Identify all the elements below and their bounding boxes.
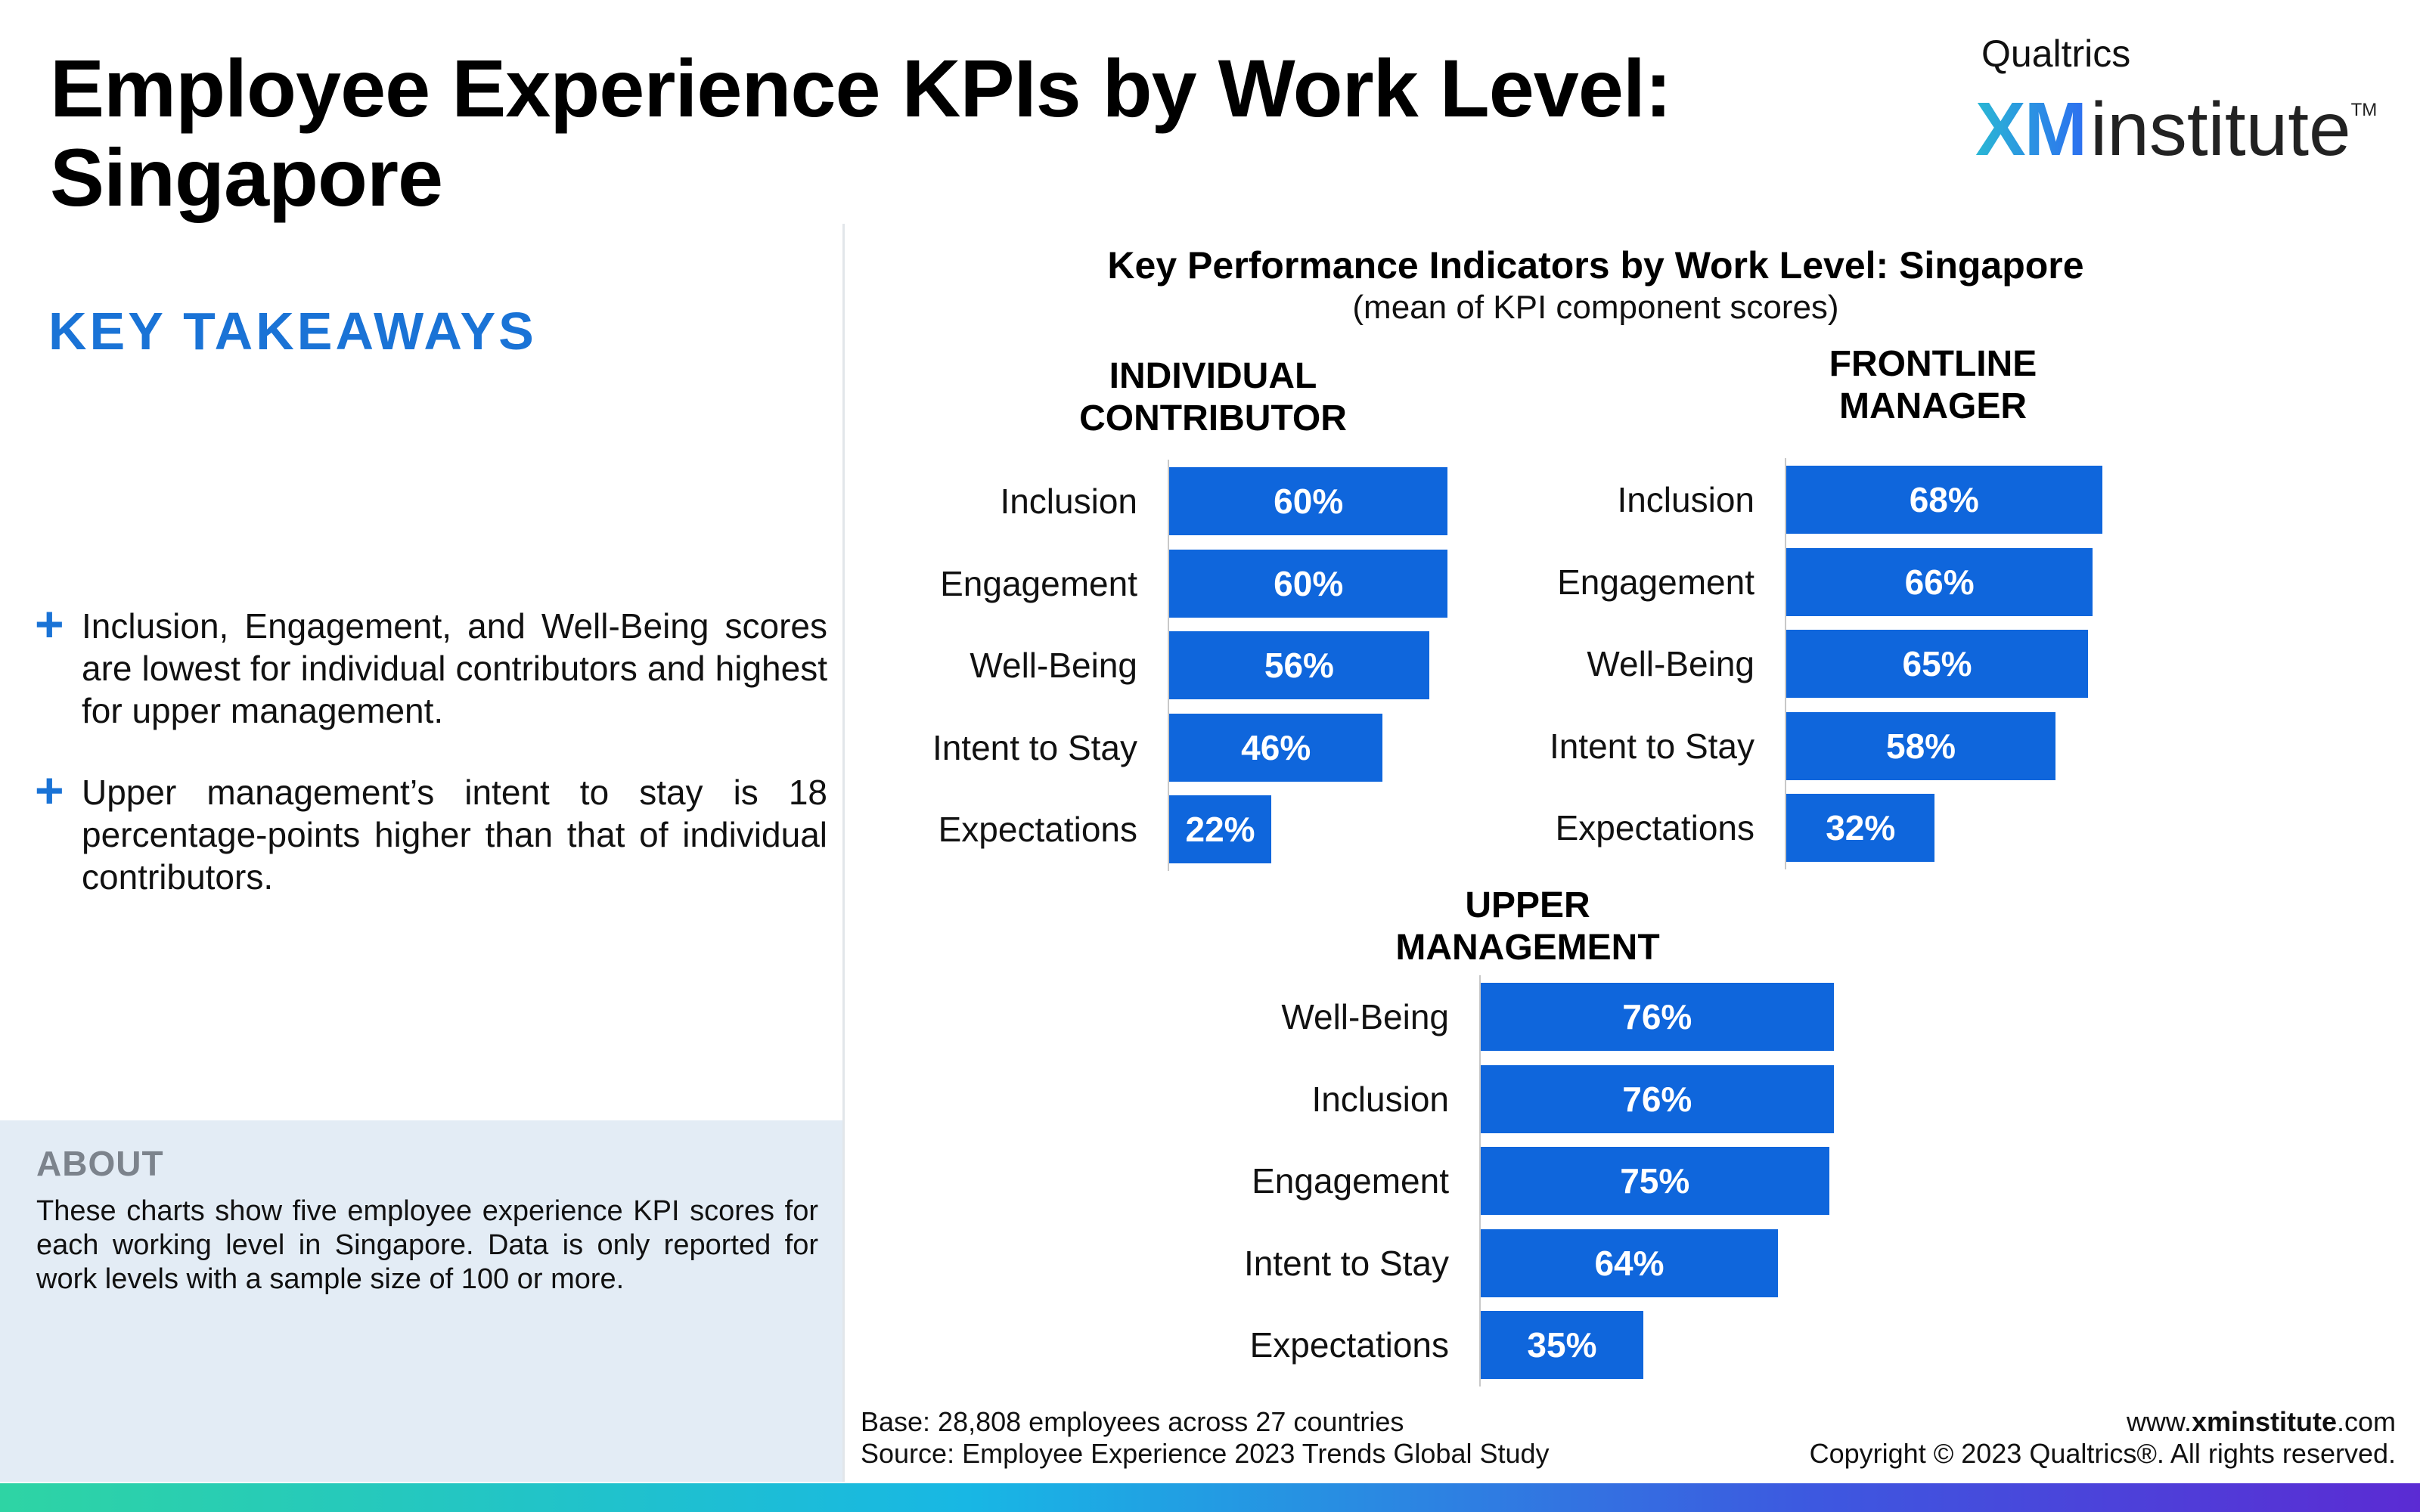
category-label: Inclusion: [1311, 1079, 1449, 1119]
data-label: 65%: [1902, 644, 1972, 683]
bar: [1786, 466, 2102, 534]
data-label: 75%: [1620, 1161, 1690, 1201]
data-label: 32%: [1826, 808, 1896, 847]
category-label: Engagement: [1557, 562, 1754, 602]
bar: [1169, 631, 1429, 699]
category-label: Intent to Stay: [1243, 1243, 1449, 1283]
panel-title: INDIVIDUAL CONTRIBUTOR: [1079, 356, 1347, 438]
category-label: Engagement: [940, 563, 1137, 603]
logo-trademark: TM: [2350, 100, 2378, 120]
gradient-bottom-bar: [0, 1483, 2420, 1512]
chart-subtitle: (mean of KPI component scores): [1352, 289, 1839, 326]
data-label: 66%: [1904, 562, 1975, 602]
about-text: These charts show five employee experien…: [36, 1195, 818, 1295]
bar: [1786, 547, 2093, 616]
takeaway-text: Inclusion, Engagement, and Well-Being sc…: [82, 606, 827, 730]
data-label: 22%: [1185, 810, 1255, 849]
data-label: 60%: [1274, 482, 1344, 521]
website-name: xminstitute: [2191, 1406, 2337, 1437]
about-box: ABOUT These charts show five employee ex…: [0, 1120, 842, 1482]
data-label: 46%: [1241, 727, 1311, 767]
bar: [1786, 630, 2089, 698]
category-label: Well-Being: [1281, 997, 1449, 1036]
data-label: 68%: [1909, 480, 1979, 519]
logo-brand-text: Qualtrics: [1981, 33, 2131, 75]
source-note: Source: Employee Experience 2023 Trends …: [861, 1438, 1550, 1469]
bar: [1786, 711, 2056, 780]
category-label: Inclusion: [1000, 482, 1137, 521]
category-label: Expectations: [1249, 1325, 1449, 1365]
axis-line: [1479, 975, 1481, 1387]
bar: [1169, 795, 1272, 863]
bar: [1481, 1228, 1778, 1297]
bar: [1169, 549, 1448, 618]
about-heading: ABOUT: [36, 1144, 164, 1183]
takeaway-text: Upper management’s intent to stay is 18 …: [82, 773, 827, 897]
logo-institute-text: institute: [2090, 87, 2351, 172]
axis-line: [1168, 460, 1169, 871]
website-link[interactable]: www.xminstitute.com: [1810, 1406, 2396, 1438]
key-takeaways-heading: KEY TAKEAWAYS: [48, 302, 537, 361]
xm-institute-logo: Qualtrics XMinstituteTM: [1975, 29, 2384, 172]
bar: [1169, 467, 1448, 535]
page-title: Employee Experience KPIs by Work Level: …: [50, 42, 1672, 223]
bar: [1786, 794, 1935, 862]
plus-icon: +: [35, 596, 64, 652]
data-label: 64%: [1594, 1243, 1665, 1283]
website-prefix: www.: [2126, 1406, 2192, 1437]
data-label: 60%: [1274, 563, 1344, 603]
footer-credits: www.xminstitute.com Copyright © 2023 Qua…: [1810, 1406, 2396, 1470]
panel-title: FRONTLINE MANAGER: [1829, 344, 2037, 426]
category-label: Well-Being: [970, 646, 1137, 685]
category-label: Well-Being: [1587, 644, 1754, 683]
base-note: Base: 28,808 employees across 27 countri…: [861, 1406, 1404, 1437]
axis-line: [1785, 458, 1786, 869]
footer-notes: Base: 28,808 employees across 27 countri…: [861, 1406, 1550, 1470]
vertical-divider: [842, 224, 845, 1482]
bar: [1481, 1311, 1643, 1379]
chart-title: Key Performance Indicators by Work Level…: [1107, 244, 2084, 287]
logo-xm-text: XM: [1975, 87, 2087, 172]
category-label: Expectations: [1555, 808, 1754, 847]
website-suffix: .com: [2336, 1406, 2396, 1437]
category-label: Engagement: [1252, 1161, 1449, 1201]
category-label: Intent to Stay: [1549, 726, 1754, 766]
category-label: Inclusion: [1617, 480, 1754, 519]
bar: [1481, 1064, 1834, 1133]
data-label: 35%: [1527, 1325, 1597, 1365]
data-label: 76%: [1622, 1079, 1692, 1119]
plus-icon: +: [35, 762, 64, 818]
copyright-text: Copyright © 2023 Qualtrics®. All rights …: [1809, 1438, 2396, 1469]
category-label: Expectations: [938, 810, 1137, 849]
bar: [1481, 1147, 1829, 1215]
panel-title: UPPER MANAGEMENT: [1395, 885, 1660, 968]
bar: [1169, 713, 1383, 782]
data-label: 56%: [1264, 646, 1334, 685]
data-label: 58%: [1886, 726, 1956, 766]
category-label: Intent to Stay: [932, 727, 1137, 767]
logo-wordmark: XMinstituteTM: [1975, 86, 2377, 173]
data-label: 76%: [1622, 997, 1692, 1036]
bar: [1481, 983, 1834, 1051]
